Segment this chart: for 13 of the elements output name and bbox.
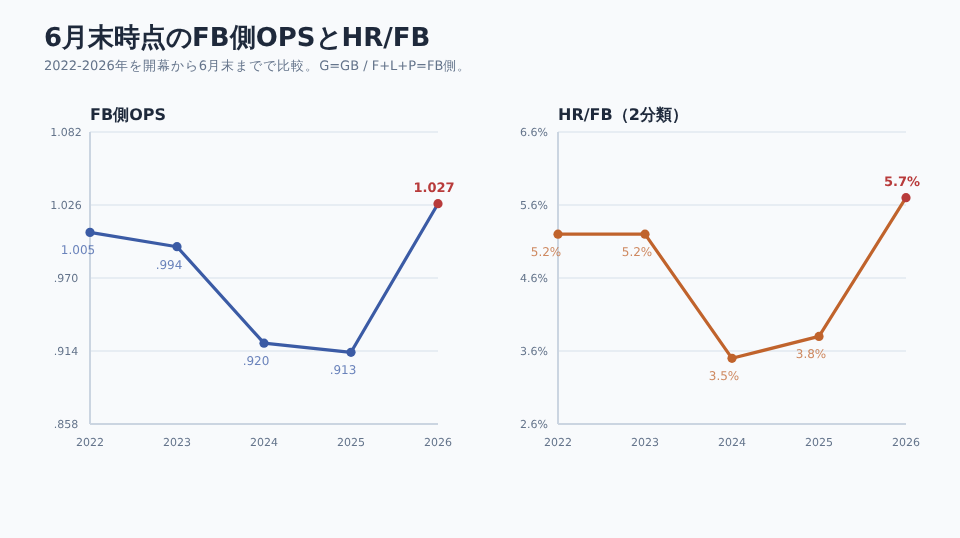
point <box>433 199 443 209</box>
point <box>901 193 911 203</box>
point <box>346 347 356 357</box>
point <box>85 227 95 237</box>
point <box>727 353 737 363</box>
point <box>640 229 650 239</box>
chart-title: HR/FB（2分類） <box>558 106 688 124</box>
point <box>172 242 182 252</box>
chart-title: FB側OPS <box>90 106 167 124</box>
point <box>259 338 269 348</box>
point <box>553 229 563 239</box>
text: 6月末時点のFB側OPSとHR/FB <box>44 22 431 54</box>
point <box>814 331 824 341</box>
